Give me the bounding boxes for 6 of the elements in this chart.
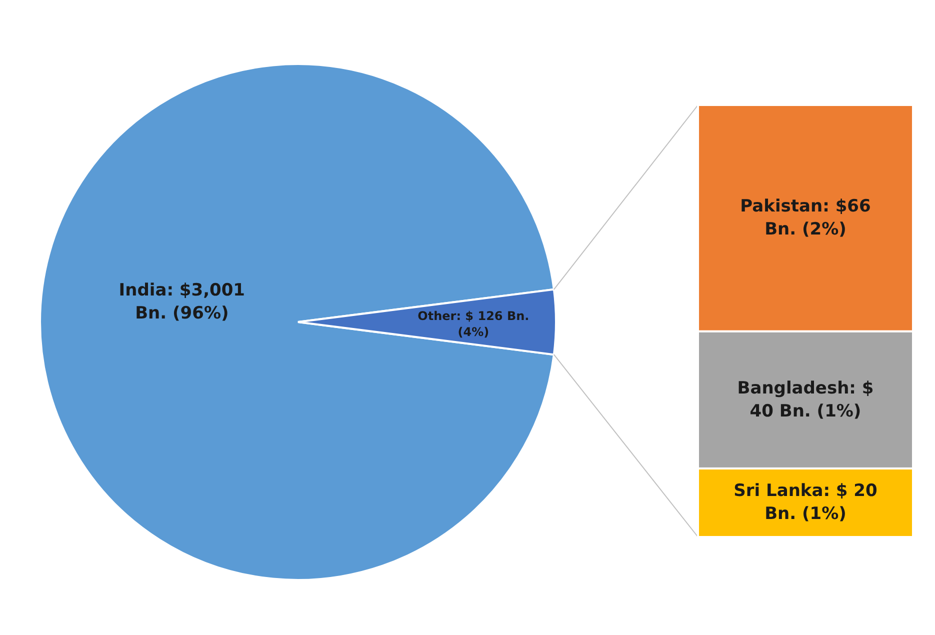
data-label: Bangladesh: $ 40 Bn. (1%) (737, 378, 874, 422)
slice-label: India: $3,001 Bn. (96%) (118, 280, 246, 324)
data-label: Sri Lanka: $ 20 Bn. (1%) (734, 481, 878, 524)
pie-slice (40, 63, 555, 581)
slice-label: Other: $ 126 Bn. (4%) (418, 308, 530, 340)
data-label: Pakistan: $66 Bn. (2%) (740, 196, 871, 240)
